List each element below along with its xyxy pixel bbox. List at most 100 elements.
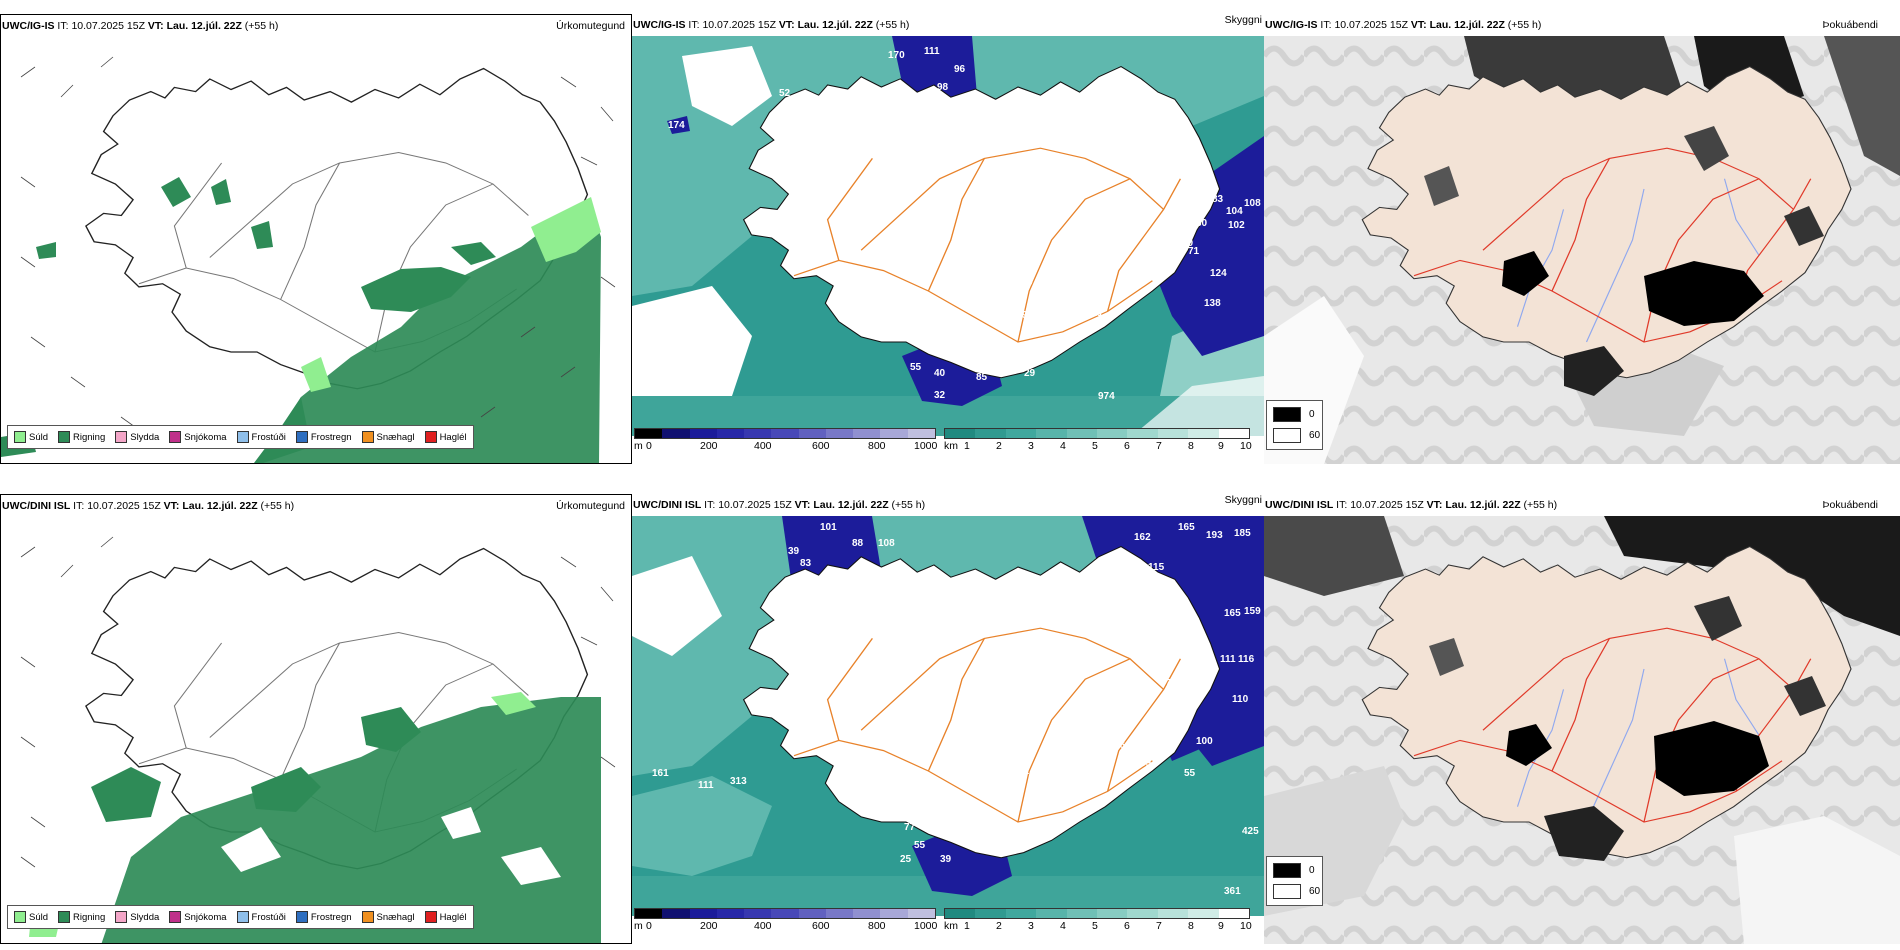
legend-label: Súld: [29, 431, 49, 443]
lead-time: (+55 h): [1523, 499, 1558, 511]
visibility-value: 81: [1018, 766, 1030, 777]
visibility-value: 111: [698, 780, 714, 791]
visibility-value: 106: [904, 111, 921, 122]
legend-item: Snæhagl: [361, 911, 415, 923]
visibility-value: 59: [816, 110, 828, 121]
visibility-value: 40: [934, 368, 946, 379]
visibility-value: 98: [937, 82, 949, 93]
visibility-value: 33: [1140, 740, 1152, 751]
colorbar-tick: 1: [964, 920, 970, 932]
colorbar-tick: 2: [996, 440, 1002, 452]
legend-item: Haglél: [424, 911, 467, 923]
colorbar-tick: 3: [1028, 920, 1034, 932]
visibility-value: 55: [910, 362, 922, 373]
visibility-value: 361: [1224, 886, 1241, 897]
visibility-value: 165: [1224, 608, 1241, 619]
visibility-value: 39: [940, 854, 952, 865]
visibility-value: 102: [1228, 220, 1245, 231]
visibility-value: 69: [1140, 758, 1152, 769]
visibility-value: 162: [1134, 532, 1151, 543]
visibility-value: 110: [1232, 694, 1249, 705]
visibility-map: 101 88 108 162 165 193 185 39 83 109 116…: [632, 516, 1264, 916]
panel-header: UWC/IG-IS IT: 10.07.2025 15Z VT: Lau. 12…: [1264, 14, 1900, 36]
colorbar-swatches: [634, 908, 936, 919]
visibility-value: 89: [816, 132, 828, 143]
vt-value: Lau. 12.júl. 22Z: [166, 20, 242, 32]
colorbar-tick: 8: [1188, 920, 1194, 932]
legend-swatch: [14, 911, 26, 923]
legend-swatch: [169, 911, 182, 923]
it-label: IT:: [1336, 499, 1348, 511]
vt-label: VT:: [1410, 19, 1427, 31]
visibility-value: 100: [1016, 277, 1033, 288]
visibility-value: 51: [1162, 228, 1174, 239]
visibility-value: 43: [988, 824, 1000, 835]
colorbar-tick: 5: [1092, 440, 1098, 452]
visibility-value: 46: [1114, 740, 1126, 751]
visibility-value: 52: [1140, 257, 1152, 268]
visibility-value: 108: [878, 538, 895, 549]
panel-header: UWC/DINI ISL IT: 10.07.2025 15Z VT: Lau.…: [1264, 494, 1900, 516]
visibility-value: 100: [1196, 736, 1213, 747]
it-label: IT:: [57, 20, 69, 32]
it-value: 10.07.2025 15Z: [1350, 499, 1424, 511]
visibility-value: 185: [1234, 528, 1251, 539]
vt-label: VT:: [794, 499, 811, 511]
visibility-value: 115: [1148, 562, 1165, 573]
panel-header: UWC/IG-IS IT: 10.07.2025 15Z VT: Lau. 12…: [632, 14, 1264, 36]
colorbar-unit: km: [944, 440, 958, 452]
panel-header: UWC/DINI ISL IT: 10.07.2025 15Z VT: Lau.…: [632, 494, 1264, 516]
vt-label: VT:: [147, 20, 164, 32]
visibility-value: 138: [1204, 298, 1221, 309]
model-name: UWC/DINI ISL: [2, 500, 71, 512]
legend-swatch: [361, 431, 374, 443]
it-value: 10.07.2025 15Z: [702, 19, 776, 31]
legend-label: Rigning: [73, 911, 106, 923]
visibility-value: 29: [1024, 368, 1036, 379]
visibility-value: 39: [1134, 264, 1146, 275]
visibility-value: 108: [1244, 198, 1261, 209]
visibility-colorbar-meters: m 0 200 400 600 800 1000: [634, 428, 946, 458]
model-name: UWC/IG-IS: [2, 20, 55, 32]
legend-swatch: [295, 431, 308, 443]
legend-swatch: [295, 911, 308, 923]
visibility-map: 170 111 96 98 174 52 106 59 111 89 103 1…: [632, 36, 1264, 436]
visibility-value: 83: [1212, 194, 1224, 205]
vt-value: Lau. 12.júl. 22Z: [1429, 19, 1505, 31]
vt-value: Lau. 12.júl. 22Z: [182, 500, 258, 512]
visibility-value: 41: [1092, 308, 1104, 319]
it-value: 10.07.2025 15Z: [1334, 19, 1408, 31]
visibility-value: 62: [1018, 738, 1030, 749]
visibility-colorbar-km: km 1 2 3 4 5 6 7 8 9 10: [944, 908, 1262, 938]
panel-precip-type-top: UWC/IG-IS IT: 10.07.2025 15Z VT: Lau. 12…: [0, 14, 632, 464]
legend-label: Slydda: [130, 911, 160, 923]
visibility-value: 96: [954, 64, 966, 75]
vt-label: VT:: [1426, 499, 1443, 511]
model-name: UWC/IG-IS: [1265, 19, 1318, 31]
colorbar-unit: m: [634, 440, 643, 452]
precip-map: [1, 37, 631, 463]
legend-label: Snæhagl: [376, 431, 415, 443]
legend-label: Snjókoma: [184, 431, 227, 443]
visibility-value: 161: [652, 768, 669, 779]
legend-item: Súld: [14, 431, 48, 443]
colorbar-tick: 4: [1060, 440, 1066, 452]
visibility-value: 165: [1178, 522, 1195, 533]
visibility-value: 77: [904, 822, 916, 833]
legend-item: Frostúði: [236, 911, 286, 923]
colorbar-tick: 200: [700, 920, 718, 932]
visibility-value: 44: [894, 720, 906, 731]
visibility-value: 25: [900, 854, 912, 865]
legend-label: Frostregn: [310, 911, 352, 923]
fog-key: 0 60: [1266, 400, 1323, 450]
legend-item: Rigning: [58, 431, 105, 443]
colorbar-tick: 4: [1060, 920, 1066, 932]
legend-label: Frostregn: [310, 431, 352, 443]
visibility-value: 104: [1226, 206, 1243, 217]
visibility-colorbar-km: km 1 2 3 4 5 6 7 8 9 10: [944, 428, 1262, 458]
legend-label: Slydda: [130, 431, 160, 443]
legend-swatch: [236, 911, 249, 923]
legend-label: Snjókoma: [184, 911, 227, 923]
legend-swatch: [58, 431, 71, 443]
legend-label: Snæhagl: [376, 911, 415, 923]
